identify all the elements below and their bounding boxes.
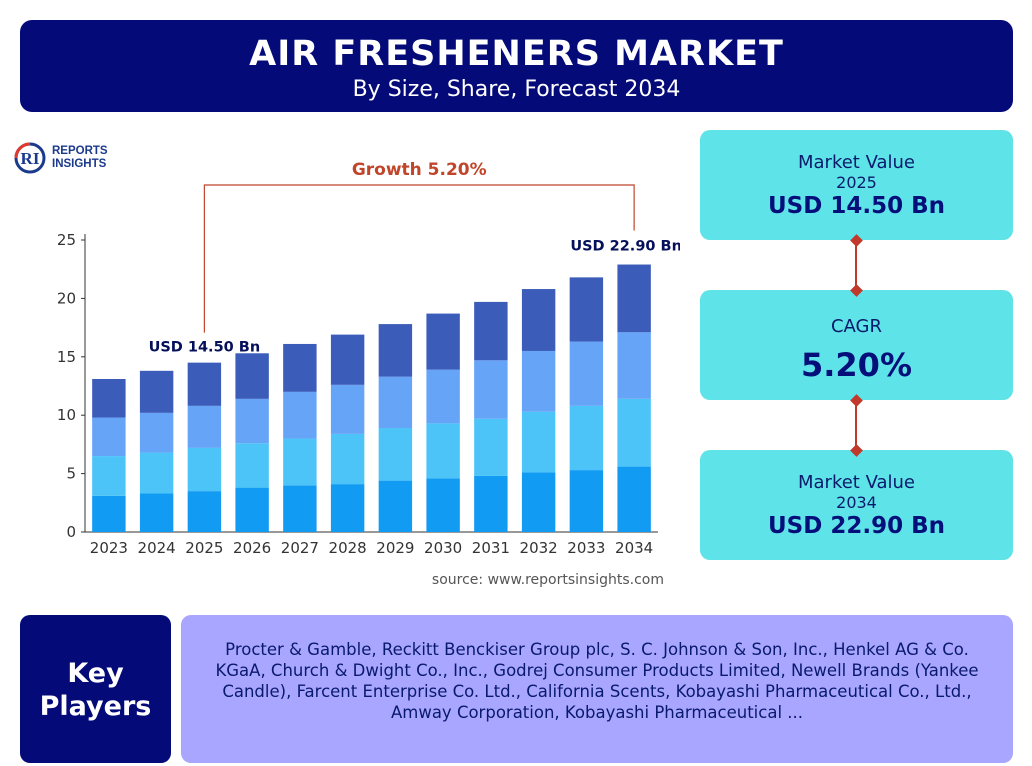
bar-segment: [521, 472, 556, 532]
bar-segment: [426, 423, 460, 479]
x-tick-label: 2030: [424, 539, 462, 557]
bar-segment: [474, 418, 508, 476]
cagr-card: CAGR 5.20%: [700, 290, 1013, 400]
bar-segment: [283, 438, 317, 486]
bar-segment: [569, 405, 604, 471]
svg-text:RI: RI: [21, 149, 40, 168]
bar-segment: [235, 443, 269, 488]
bar-segment: [426, 369, 460, 424]
bar-segment: [474, 360, 508, 419]
bar-segment: [235, 398, 269, 444]
cagr-label: CAGR: [830, 316, 883, 337]
reports-insights-logo: RI REPORTS INSIGHTS: [14, 142, 134, 178]
bar-segment: [92, 417, 126, 457]
x-tick-label: 2023: [90, 539, 128, 557]
bar-segment: [187, 491, 222, 532]
logo-text-line1: REPORTS: [52, 145, 108, 157]
x-tick-label: 2028: [329, 539, 367, 557]
x-tick-label: 2024: [138, 539, 176, 557]
bar-segment: [569, 470, 604, 532]
bar-segment: [521, 350, 556, 412]
page-subtitle: By Size, Share, Forecast 2034: [352, 77, 681, 102]
bar-segment: [569, 341, 604, 406]
bar-segment: [187, 362, 222, 406]
bar-segment: [330, 384, 365, 434]
market-value-2025-value: USD 14.50 Bn: [767, 193, 945, 219]
bar-segment: [521, 289, 556, 351]
bar-segment: [92, 495, 126, 532]
bar-segment: [474, 475, 508, 532]
x-tick-label: 2029: [376, 539, 414, 557]
bar-segment: [617, 264, 651, 333]
connector-line-top: [855, 240, 857, 290]
x-tick-label: 2026: [233, 539, 271, 557]
bar-segment: [283, 391, 317, 439]
x-tick-label: 2031: [472, 539, 510, 557]
bar-segment: [330, 484, 365, 532]
bar-segment: [139, 452, 174, 494]
growth-label: Growth 5.20%: [352, 160, 487, 180]
bar-segment: [617, 332, 651, 399]
bar-segment: [187, 447, 222, 492]
bar-segment: [139, 412, 174, 453]
bar-segment: [92, 456, 126, 496]
bar-segment: [235, 353, 269, 399]
bar-segment: [378, 376, 413, 429]
bar-segment: [187, 405, 222, 448]
key-players-label-line1: Key: [67, 658, 124, 689]
market-value-2034-label: Market Value: [797, 472, 916, 493]
bar-segment: [617, 398, 651, 467]
header-banner: AIR FRESHENERS MARKET By Size, Share, Fo…: [20, 20, 1013, 112]
bar-segment: [235, 487, 269, 532]
y-tick-label: 10: [57, 406, 76, 424]
bar-segment: [139, 370, 174, 413]
end-value-label: USD 22.90 Bn: [570, 239, 680, 255]
bar-segment: [474, 301, 508, 361]
bar-segment: [569, 277, 604, 342]
x-tick-label: 2032: [520, 539, 558, 557]
bar-segment: [330, 334, 365, 385]
bar-segment: [92, 378, 126, 418]
market-value-2025-card: Market Value 2025 USD 14.50 Bn: [700, 130, 1013, 240]
cagr-value: 5.20%: [800, 346, 912, 384]
growth-bracket: [203, 184, 635, 333]
logo-text-line2: INSIGHTS: [52, 158, 107, 170]
bar-segment: [521, 411, 556, 473]
y-tick-label: 0: [66, 523, 76, 541]
market-value-2025-year: 2025: [836, 173, 877, 192]
bar-segment: [378, 480, 413, 532]
market-value-2034-year: 2034: [836, 493, 877, 512]
page-title: AIR FRESHENERS MARKET: [249, 34, 784, 74]
market-value-2025-label: Market Value: [797, 152, 916, 173]
bar-segment: [617, 466, 651, 532]
key-players-list: Procter & Gamble, Reckitt Benckiser Grou…: [181, 615, 1013, 763]
y-tick-label: 15: [57, 348, 76, 366]
bar-segment: [426, 313, 460, 370]
bar-segment: [139, 493, 174, 532]
x-tick-label: 2034: [615, 539, 653, 557]
y-tick-label: 5: [66, 465, 76, 483]
connector-line-bottom: [855, 400, 857, 450]
key-players-label-line2: Players: [39, 691, 152, 722]
start-value-label: USD 14.50 Bn: [149, 340, 261, 356]
market-value-2034-card: Market Value 2034 USD 22.90 Bn: [700, 450, 1013, 560]
bar-segment: [330, 433, 365, 485]
y-tick-label: 25: [57, 231, 76, 249]
bar-segment: [378, 428, 413, 481]
x-tick-label: 2025: [185, 539, 223, 557]
x-tick-label: 2027: [281, 539, 319, 557]
source-note: source: www.reportsinsights.com: [431, 572, 664, 588]
key-players-label: Key Players: [20, 615, 171, 763]
y-tick-label: 20: [57, 289, 76, 307]
logo-icon: RI: [14, 142, 46, 174]
bar-segment: [426, 478, 460, 532]
market-value-2034-value: USD 22.90 Bn: [767, 513, 945, 539]
bar-segment: [283, 485, 317, 532]
bar-segment: [378, 324, 413, 377]
bar-segment: [283, 343, 317, 392]
x-tick-label: 2033: [567, 539, 605, 557]
